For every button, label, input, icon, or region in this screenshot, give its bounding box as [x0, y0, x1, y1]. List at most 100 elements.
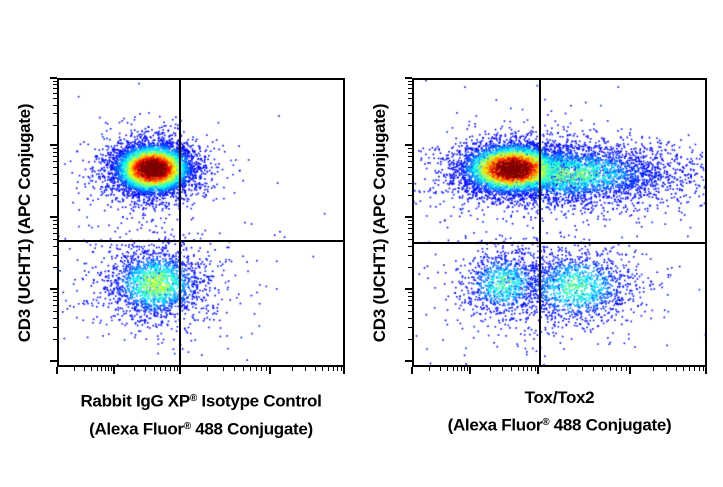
y-minor-tick [408, 238, 412, 240]
x-axis-label-line1: Rabbit IgG XP® Isotype Control [80, 391, 322, 411]
y-minor-tick [53, 81, 57, 83]
y-minor-tick [408, 182, 412, 184]
y-minor-tick [53, 326, 57, 328]
y-minor-tick [53, 228, 57, 230]
y-minor-tick [53, 295, 57, 297]
x-minor-tick [336, 367, 338, 371]
x-minor-tick [173, 367, 175, 371]
x-minor-tick [74, 367, 76, 371]
quadrant-gate-hline [59, 240, 343, 242]
x-major-tick [269, 367, 271, 374]
x-minor-tick [108, 367, 110, 371]
x-minor-tick [467, 367, 469, 371]
y-minor-tick [408, 124, 412, 126]
y-minor-tick [408, 151, 412, 153]
x-minor-tick [490, 367, 492, 371]
registered-trademark: ® [189, 393, 197, 404]
x-minor-tick [153, 367, 155, 371]
x-minor-tick [464, 367, 466, 371]
x-minor-tick [429, 367, 431, 371]
x-axis-label-line2: (Alexa Fluor® 488 Conjugate) [89, 419, 313, 439]
y-minor-tick [408, 113, 412, 115]
y-minor-tick [408, 173, 412, 175]
x-minor-tick [675, 367, 677, 371]
y-major-tick [50, 144, 57, 146]
x-minor-tick [133, 367, 135, 371]
y-minor-tick [53, 300, 57, 302]
x-major-tick [411, 367, 413, 374]
y-minor-tick [408, 195, 412, 197]
x-minor-tick [305, 367, 307, 371]
x-minor-tick [621, 367, 623, 371]
y-minor-tick [408, 220, 412, 222]
x-minor-tick [105, 367, 107, 371]
scatter-canvas [59, 80, 343, 365]
y-minor-tick [408, 317, 412, 319]
x-axis-label-line2: (Alexa Fluor® 488 Conjugate) [447, 415, 672, 435]
quadrant-gate-vline [179, 80, 181, 365]
x-minor-tick [84, 367, 86, 371]
y-minor-tick [408, 98, 412, 100]
y-minor-tick [408, 310, 412, 312]
x-minor-tick [169, 367, 171, 371]
x-minor-tick [683, 367, 685, 371]
x-minor-tick [165, 367, 167, 371]
y-minor-tick [53, 245, 57, 247]
y-minor-tick [53, 195, 57, 197]
x-minor-tick [327, 367, 329, 371]
y-minor-tick [53, 113, 57, 115]
y-major-tick [405, 144, 412, 146]
y-minor-tick [408, 339, 412, 341]
x-minor-tick [145, 367, 147, 371]
x-minor-tick [96, 367, 98, 371]
x-minor-tick [234, 367, 236, 371]
x-minor-tick [111, 367, 113, 371]
y-minor-tick [408, 300, 412, 302]
quadrant-gate-hline [414, 242, 705, 244]
x-minor-tick [321, 367, 323, 371]
y-minor-tick [53, 156, 57, 158]
x-axis-label: Tox/Tox2 (Alexa Fluor® 488 Conjugate) [448, 386, 672, 438]
y-minor-tick [53, 310, 57, 312]
y-minor-tick [53, 166, 57, 168]
y-major-tick [405, 216, 412, 218]
x-minor-tick [160, 367, 162, 371]
y-minor-tick [53, 151, 57, 153]
registered-trademark: ® [542, 417, 550, 428]
y-major-tick [405, 360, 412, 362]
y-major-tick [405, 77, 412, 79]
x-minor-tick [222, 367, 224, 371]
x-major-tick [343, 367, 345, 374]
y-minor-tick [408, 232, 412, 234]
x-minor-tick [517, 367, 519, 371]
y-major-tick [50, 288, 57, 290]
y-minor-tick [53, 317, 57, 319]
x-minor-tick [581, 367, 583, 371]
x-minor-tick [609, 367, 611, 371]
y-major-tick [50, 216, 57, 218]
y-minor-tick [408, 81, 412, 83]
y-minor-tick [408, 254, 412, 256]
x-minor-tick [593, 367, 595, 371]
x-major-tick [179, 367, 181, 374]
y-minor-tick [53, 292, 57, 294]
x-minor-tick [439, 367, 441, 371]
x-minor-tick [332, 367, 334, 371]
y-minor-tick [408, 304, 412, 306]
x-minor-tick [265, 367, 267, 371]
y-minor-tick [408, 92, 412, 94]
scatter-canvas [414, 80, 705, 365]
y-minor-tick [53, 254, 57, 256]
x-minor-tick [101, 367, 103, 371]
x-minor-tick [652, 367, 654, 371]
x-minor-tick [261, 367, 263, 371]
x-minor-tick [694, 367, 696, 371]
x-minor-tick [602, 367, 604, 371]
flow-plot-tox-tox2: CD3 (UCHT1) (APC Conjugate) Tox/Tox2 (Al… [370, 77, 707, 435]
x-minor-tick [666, 367, 668, 371]
y-minor-tick [53, 304, 57, 306]
flow-plot-isotype-control: CD3 (UCHT1) (APC Conjugate) Rabbit IgG X… [15, 77, 345, 438]
y-minor-tick [53, 148, 57, 150]
x-major-tick [537, 367, 539, 374]
y-minor-tick [53, 267, 57, 269]
